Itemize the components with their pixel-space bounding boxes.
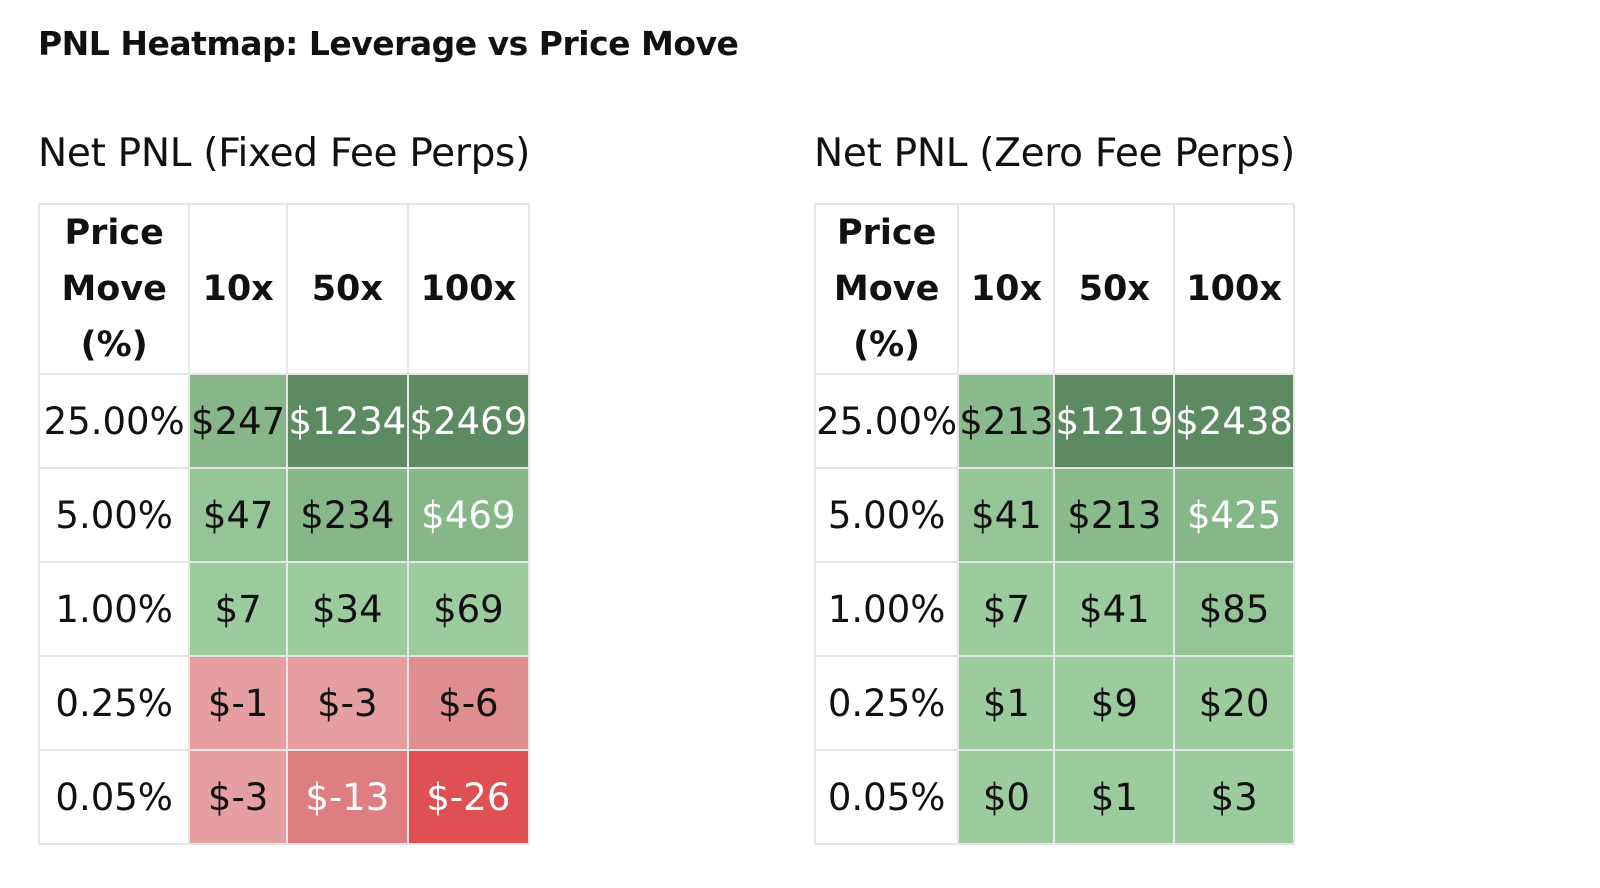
- table-row: 1.00% $7 $41 $85: [813, 561, 1295, 657]
- row-label: 25.00%: [37, 373, 191, 469]
- heatmap-cell: $-13: [285, 749, 409, 845]
- heatmap-cell: $1: [957, 655, 1056, 751]
- heatmap-title: Net PNL (Fixed Fee Perps): [38, 131, 530, 176]
- heatmap-panel-zero-fee: Net PNL (Zero Fee Perps) Price Move (%) 1…: [813, 126, 1295, 845]
- heatmap-cell: $-1: [188, 655, 288, 751]
- heatmap-cell: $2469: [406, 373, 530, 469]
- row-header-label: Price Move (%): [813, 203, 960, 375]
- heatmap-cell: $1234: [285, 373, 409, 469]
- heatmap-panel-fixed-fee: Net PNL (Fixed Fee Perps) Price Move (%)…: [37, 126, 530, 845]
- column-header: 10x: [957, 203, 1056, 375]
- table-row: 5.00% $41 $213 $425: [813, 467, 1295, 563]
- heatmap-cell: $3: [1173, 749, 1295, 845]
- row-label: 1.00%: [813, 561, 960, 657]
- row-label: 5.00%: [813, 467, 960, 563]
- page-title: PNL Heatmap: Leverage vs Price Move: [38, 24, 739, 63]
- heatmap-cell: $247: [188, 373, 288, 469]
- heatmap-cell: $213: [1053, 467, 1176, 563]
- column-header: 50x: [1053, 203, 1176, 375]
- row-label: 0.25%: [37, 655, 191, 751]
- column-header: 50x: [285, 203, 409, 375]
- row-label: 0.05%: [37, 749, 191, 845]
- heatmap-cell: $-3: [285, 655, 409, 751]
- row-label: 0.05%: [813, 749, 960, 845]
- heatmap-cell: $1: [1053, 749, 1176, 845]
- column-header: 100x: [1173, 203, 1295, 375]
- table-row: 0.25% $1 $9 $20: [813, 655, 1295, 751]
- heatmap-title: Net PNL (Zero Fee Perps): [814, 131, 1295, 176]
- heatmap-cell: $0: [957, 749, 1056, 845]
- heatmap-cell: $34: [285, 561, 409, 657]
- table-row: 0.25% $-1 $-3 $-6: [37, 655, 530, 751]
- header-row: Price Move (%) 10x 50x 100x: [813, 203, 1295, 375]
- heatmap-cell: $7: [188, 561, 288, 657]
- heatmap-cell: $469: [406, 467, 530, 563]
- heatmap-cell: $213: [957, 373, 1056, 469]
- heatmap-cell: $9: [1053, 655, 1176, 751]
- heatmap-cell: $234: [285, 467, 409, 563]
- heatmap-cell: $7: [957, 561, 1056, 657]
- table-row: 0.05% $-3 $-13 $-26: [37, 749, 530, 845]
- table-row: 25.00% $213 $1219 $2438: [813, 373, 1295, 469]
- row-header-label: Price Move (%): [37, 203, 191, 375]
- row-label: 1.00%: [37, 561, 191, 657]
- table-row: 5.00% $47 $234 $469: [37, 467, 530, 563]
- heatmap-table: Price Move (%) 10x 50x 100x 25.00% $247 $1234 $…: [37, 203, 530, 845]
- heatmap-cell: $41: [957, 467, 1056, 563]
- heatmap-cell: $47: [188, 467, 288, 563]
- row-label: 0.25%: [813, 655, 960, 751]
- heatmap-cell: $85: [1173, 561, 1295, 657]
- heatmap-cell: $69: [406, 561, 530, 657]
- heatmap-cell: $425: [1173, 467, 1295, 563]
- heatmap-cell: $41: [1053, 561, 1176, 657]
- row-label: 5.00%: [37, 467, 191, 563]
- column-header: 10x: [188, 203, 288, 375]
- table-row: 0.05% $0 $1 $3: [813, 749, 1295, 845]
- heatmap-cell: $2438: [1173, 373, 1295, 469]
- heatmap-cell: $-26: [406, 749, 530, 845]
- heatmap-cell: $-3: [188, 749, 288, 845]
- table-row: 25.00% $247 $1234 $2469: [37, 373, 530, 469]
- heatmap-table: Price Move (%) 10x 50x 100x 25.00% $213 $1219 $…: [813, 203, 1295, 845]
- header-row: Price Move (%) 10x 50x 100x: [37, 203, 530, 375]
- heatmap-cell: $1219: [1053, 373, 1176, 469]
- heatmap-cell: $-6: [406, 655, 530, 751]
- heatmap-cell: $20: [1173, 655, 1295, 751]
- table-row: 1.00% $7 $34 $69: [37, 561, 530, 657]
- column-header: 100x: [406, 203, 530, 375]
- row-label: 25.00%: [813, 373, 960, 469]
